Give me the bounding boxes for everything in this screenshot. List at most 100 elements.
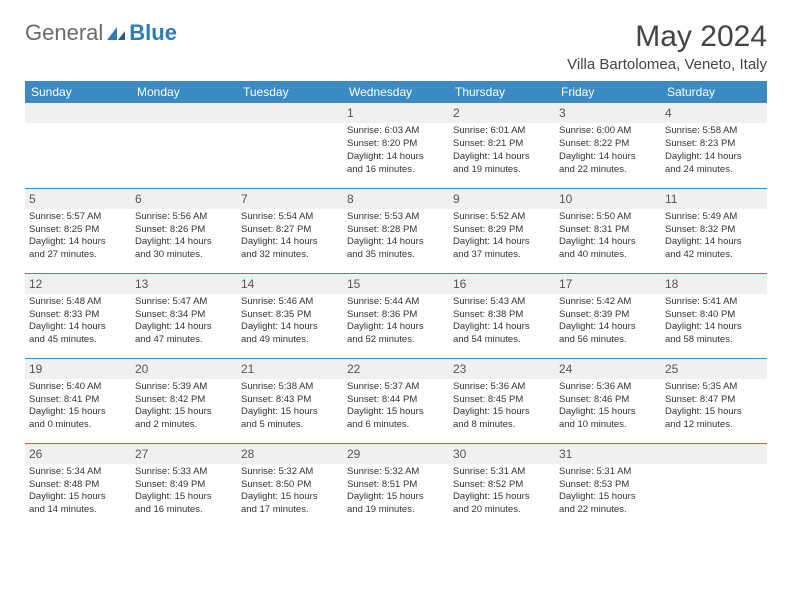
sunrise-text: Sunrise: 5:52 AM xyxy=(453,211,551,224)
sunrise-text: Sunrise: 5:46 AM xyxy=(241,296,339,309)
calendar-day-cell: 21Sunrise: 5:38 AMSunset: 8:43 PMDayligh… xyxy=(237,358,343,443)
sunrise-text: Sunrise: 5:47 AM xyxy=(135,296,233,309)
sunset-text: Sunset: 8:44 PM xyxy=(347,394,445,407)
day-number: 1 xyxy=(343,103,449,123)
calendar-day-cell: 20Sunrise: 5:39 AMSunset: 8:42 PMDayligh… xyxy=(131,358,237,443)
daylight-text: and 22 minutes. xyxy=(559,164,657,177)
daylight-text: and 8 minutes. xyxy=(453,419,551,432)
daylight-text: and 32 minutes. xyxy=(241,249,339,262)
daylight-text: Daylight: 15 hours xyxy=(29,491,127,504)
calendar-day-cell: 17Sunrise: 5:42 AMSunset: 8:39 PMDayligh… xyxy=(555,273,661,358)
sunrise-text: Sunrise: 5:32 AM xyxy=(347,466,445,479)
day-number: 12 xyxy=(25,274,131,294)
calendar-week-row: 5Sunrise: 5:57 AMSunset: 8:25 PMDaylight… xyxy=(25,188,767,273)
day-number: 7 xyxy=(237,189,343,209)
daylight-text: Daylight: 14 hours xyxy=(453,151,551,164)
sunset-text: Sunset: 8:39 PM xyxy=(559,309,657,322)
daylight-text: and 35 minutes. xyxy=(347,249,445,262)
sunrise-text: Sunrise: 5:54 AM xyxy=(241,211,339,224)
calendar-day-cell: 15Sunrise: 5:44 AMSunset: 8:36 PMDayligh… xyxy=(343,273,449,358)
daylight-text: Daylight: 15 hours xyxy=(241,491,339,504)
daylight-text: and 22 minutes. xyxy=(559,504,657,517)
day-number: 24 xyxy=(555,359,661,379)
calendar-day-cell: 27Sunrise: 5:33 AMSunset: 8:49 PMDayligh… xyxy=(131,443,237,528)
calendar-day-cell xyxy=(25,103,131,188)
sunset-text: Sunset: 8:49 PM xyxy=(135,479,233,492)
daylight-text: Daylight: 15 hours xyxy=(453,406,551,419)
sunrise-text: Sunrise: 5:35 AM xyxy=(665,381,763,394)
daylight-text: Daylight: 14 hours xyxy=(29,236,127,249)
calendar-day-cell: 31Sunrise: 5:31 AMSunset: 8:53 PMDayligh… xyxy=(555,443,661,528)
sunset-text: Sunset: 8:35 PM xyxy=(241,309,339,322)
day-number: 26 xyxy=(25,444,131,464)
daylight-text: Daylight: 14 hours xyxy=(559,321,657,334)
weekday-header: Saturday xyxy=(661,81,767,103)
location-text: Villa Bartolomea, Veneto, Italy xyxy=(567,56,767,73)
daylight-text: and 2 minutes. xyxy=(135,419,233,432)
daylight-text: and 19 minutes. xyxy=(453,164,551,177)
calendar-day-cell: 30Sunrise: 5:31 AMSunset: 8:52 PMDayligh… xyxy=(449,443,555,528)
calendar-day-cell: 11Sunrise: 5:49 AMSunset: 8:32 PMDayligh… xyxy=(661,188,767,273)
daylight-text: Daylight: 14 hours xyxy=(665,321,763,334)
sunrise-text: Sunrise: 5:36 AM xyxy=(453,381,551,394)
calendar-day-cell: 10Sunrise: 5:50 AMSunset: 8:31 PMDayligh… xyxy=(555,188,661,273)
daylight-text: and 52 minutes. xyxy=(347,334,445,347)
sunset-text: Sunset: 8:32 PM xyxy=(665,224,763,237)
calendar-day-cell: 6Sunrise: 5:56 AMSunset: 8:26 PMDaylight… xyxy=(131,188,237,273)
daylight-text: Daylight: 14 hours xyxy=(135,236,233,249)
daylight-text: Daylight: 14 hours xyxy=(241,236,339,249)
sunset-text: Sunset: 8:23 PM xyxy=(665,138,763,151)
calendar-day-cell: 14Sunrise: 5:46 AMSunset: 8:35 PMDayligh… xyxy=(237,273,343,358)
day-number: 8 xyxy=(343,189,449,209)
sunset-text: Sunset: 8:51 PM xyxy=(347,479,445,492)
sunset-text: Sunset: 8:27 PM xyxy=(241,224,339,237)
weekday-header: Sunday xyxy=(25,81,131,103)
sunset-text: Sunset: 8:42 PM xyxy=(135,394,233,407)
calendar-day-cell: 26Sunrise: 5:34 AMSunset: 8:48 PMDayligh… xyxy=(25,443,131,528)
calendar-day-cell: 24Sunrise: 5:36 AMSunset: 8:46 PMDayligh… xyxy=(555,358,661,443)
daylight-text: and 37 minutes. xyxy=(453,249,551,262)
sunset-text: Sunset: 8:50 PM xyxy=(241,479,339,492)
sunrise-text: Sunrise: 5:39 AM xyxy=(135,381,233,394)
daylight-text: Daylight: 14 hours xyxy=(135,321,233,334)
daylight-text: and 5 minutes. xyxy=(241,419,339,432)
day-number: 18 xyxy=(661,274,767,294)
weekday-header: Thursday xyxy=(449,81,555,103)
day-number: 21 xyxy=(237,359,343,379)
sunset-text: Sunset: 8:45 PM xyxy=(453,394,551,407)
month-title: May 2024 xyxy=(567,20,767,54)
daylight-text: Daylight: 14 hours xyxy=(347,321,445,334)
sunrise-text: Sunrise: 6:03 AM xyxy=(347,125,445,138)
brand-blue-text: Blue xyxy=(129,20,177,46)
sunset-text: Sunset: 8:22 PM xyxy=(559,138,657,151)
sunset-text: Sunset: 8:34 PM xyxy=(135,309,233,322)
calendar-table: Sunday Monday Tuesday Wednesday Thursday… xyxy=(25,81,767,528)
daylight-text: Daylight: 15 hours xyxy=(559,406,657,419)
daylight-text: and 16 minutes. xyxy=(135,504,233,517)
daylight-text: Daylight: 15 hours xyxy=(241,406,339,419)
day-number-empty xyxy=(25,103,131,123)
sunset-text: Sunset: 8:29 PM xyxy=(453,224,551,237)
sunrise-text: Sunrise: 5:37 AM xyxy=(347,381,445,394)
calendar-day-cell: 12Sunrise: 5:48 AMSunset: 8:33 PMDayligh… xyxy=(25,273,131,358)
daylight-text: Daylight: 15 hours xyxy=(559,491,657,504)
sunrise-text: Sunrise: 5:58 AM xyxy=(665,125,763,138)
sunrise-text: Sunrise: 5:44 AM xyxy=(347,296,445,309)
daylight-text: Daylight: 14 hours xyxy=(665,236,763,249)
sunset-text: Sunset: 8:43 PM xyxy=(241,394,339,407)
daylight-text: Daylight: 15 hours xyxy=(29,406,127,419)
daylight-text: and 42 minutes. xyxy=(665,249,763,262)
calendar-day-cell: 25Sunrise: 5:35 AMSunset: 8:47 PMDayligh… xyxy=(661,358,767,443)
daylight-text: Daylight: 14 hours xyxy=(665,151,763,164)
sunrise-text: Sunrise: 6:01 AM xyxy=(453,125,551,138)
sunrise-text: Sunrise: 5:36 AM xyxy=(559,381,657,394)
sunrise-text: Sunrise: 5:50 AM xyxy=(559,211,657,224)
calendar-week-row: 12Sunrise: 5:48 AMSunset: 8:33 PMDayligh… xyxy=(25,273,767,358)
sunrise-text: Sunrise: 5:53 AM xyxy=(347,211,445,224)
calendar-day-cell: 13Sunrise: 5:47 AMSunset: 8:34 PMDayligh… xyxy=(131,273,237,358)
day-number: 28 xyxy=(237,444,343,464)
day-number: 27 xyxy=(131,444,237,464)
calendar-day-cell: 8Sunrise: 5:53 AMSunset: 8:28 PMDaylight… xyxy=(343,188,449,273)
day-number: 5 xyxy=(25,189,131,209)
weekday-header: Friday xyxy=(555,81,661,103)
